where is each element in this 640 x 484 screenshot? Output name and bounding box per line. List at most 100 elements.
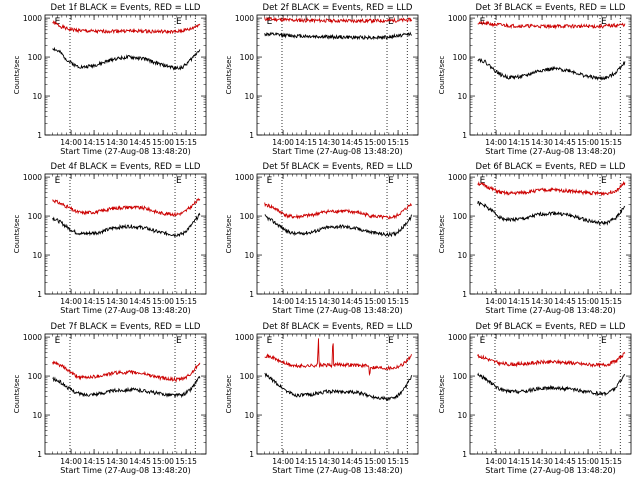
x-tick-label: 14:15	[508, 457, 530, 466]
event-rate-trace	[52, 375, 201, 399]
x-tick-label: 14:00	[272, 297, 294, 306]
lld-rate-trace	[477, 351, 626, 368]
y-tick-label: 10	[457, 411, 467, 420]
event-marker-label: E	[176, 336, 182, 346]
x-tick-label: 14:30	[318, 457, 340, 466]
event-marker-label: E	[176, 17, 182, 27]
plot-frame	[469, 173, 632, 295]
x-axis-label: Start Time (27-Aug-08 13:48:20)	[60, 466, 191, 475]
lld-rate-trace	[264, 16, 413, 24]
y-tick-label: 10	[244, 251, 254, 260]
x-tick-label: 14:45	[341, 297, 363, 306]
plot-frame	[256, 173, 419, 295]
x-axis-label: Start Time (27-Aug-08 13:48:20)	[485, 306, 616, 315]
y-tick-label: 1	[37, 131, 42, 140]
x-tick-label: 15:15	[387, 138, 409, 147]
x-tick-label: 14:15	[295, 138, 317, 147]
y-tick-label: 1000	[23, 173, 42, 182]
event-rate-trace	[52, 212, 201, 238]
panel-title: Det 8f BLACK = Events, RED = LLD	[263, 322, 413, 332]
panel-title: Det 7f BLACK = Events, RED = LLD	[51, 322, 201, 332]
y-tick-label: 100	[240, 372, 255, 381]
event-marker-label: E	[388, 176, 394, 186]
x-tick-label: 14:45	[129, 297, 151, 306]
x-tick-label: 14:00	[485, 138, 507, 147]
event-marker-label: E	[388, 17, 394, 27]
event-marker-label: E	[176, 176, 182, 186]
plot-frame	[44, 173, 207, 295]
panel-det-3: Det 3f BLACK = Events, RED = LLD 1 10 100 10…	[438, 3, 632, 156]
y-tick-label: 100	[240, 53, 255, 62]
x-tick-label: 14:30	[106, 457, 128, 466]
x-tick-label: 15:00	[364, 457, 386, 466]
x-tick-label: 15:15	[600, 138, 622, 147]
x-tick-label: 15:15	[600, 457, 622, 466]
y-tick-label: 10	[32, 251, 42, 260]
panel-det-9: Det 9f BLACK = Events, RED = LLD 1 10 100 10…	[438, 322, 632, 475]
x-tick-label: 14:30	[531, 138, 553, 147]
y-axis-label: Counts/sec	[225, 56, 233, 95]
panel-det-8: Det 8f BLACK = Events, RED = LLD 1 10 100 10…	[225, 322, 419, 475]
y-tick-label: 1	[462, 450, 467, 459]
x-tick-label: 15:00	[577, 138, 599, 147]
x-tick-label: 14:30	[106, 297, 128, 306]
x-tick-label: 14:00	[60, 297, 82, 306]
event-marker-label: E	[480, 17, 486, 27]
x-tick-label: 14:45	[554, 457, 576, 466]
y-axis-label: Counts/sec	[13, 56, 21, 95]
event-rate-trace	[52, 46, 201, 71]
x-tick-label: 14:00	[485, 297, 507, 306]
x-tick-label: 14:00	[485, 457, 507, 466]
panel-title: Det 3f BLACK = Events, RED = LLD	[476, 3, 626, 13]
x-tick-label: 15:00	[152, 138, 174, 147]
panel-det-6: Det 6f BLACK = Events, RED = LLD 1 10 100 10…	[438, 162, 632, 315]
panel-det-4: Det 4f BLACK = Events, RED = LLD 1 10 100 10…	[13, 162, 207, 315]
x-tick-label: 14:15	[83, 457, 105, 466]
y-axis-label: Counts/sec	[225, 375, 233, 414]
x-axis-label: Start Time (27-Aug-08 13:48:20)	[60, 147, 191, 156]
x-tick-label: 14:15	[83, 297, 105, 306]
y-tick-label: 1000	[448, 14, 467, 23]
event-marker-label: E	[267, 336, 273, 346]
x-tick-label: 15:00	[364, 297, 386, 306]
x-tick-label: 14:45	[554, 297, 576, 306]
event-marker-label: E	[55, 17, 61, 27]
plot-frame	[44, 333, 207, 455]
x-tick-label: 14:00	[60, 457, 82, 466]
event-rate-trace	[477, 200, 626, 226]
x-tick-label: 15:00	[577, 457, 599, 466]
y-axis-label: Counts/sec	[438, 56, 446, 95]
x-tick-label: 14:15	[508, 297, 530, 306]
x-tick-label: 14:00	[272, 457, 294, 466]
lld-rate-trace	[264, 338, 413, 377]
event-rate-trace	[477, 372, 626, 397]
x-axis-label: Start Time (27-Aug-08 13:48:20)	[272, 147, 403, 156]
y-tick-label: 10	[457, 92, 467, 101]
x-tick-label: 14:15	[83, 138, 105, 147]
x-tick-label: 15:00	[577, 297, 599, 306]
x-tick-label: 14:15	[295, 297, 317, 306]
panel-det-1: Det 1f BLACK = Events, RED = LLD 1 10 100 10…	[13, 3, 207, 156]
y-tick-label: 1000	[448, 173, 467, 182]
panel-title: Det 2f BLACK = Events, RED = LLD	[263, 3, 413, 13]
event-marker-label: E	[601, 17, 607, 27]
y-tick-label: 100	[240, 212, 255, 221]
y-tick-label: 1000	[23, 14, 42, 23]
lld-rate-trace	[52, 20, 201, 35]
y-axis-label: Counts/sec	[13, 215, 21, 254]
event-rate-trace	[264, 214, 413, 238]
panel-title: Det 9f BLACK = Events, RED = LLD	[476, 322, 626, 332]
event-marker-label: E	[267, 176, 273, 186]
panel-title: Det 1f BLACK = Events, RED = LLD	[51, 3, 201, 13]
x-tick-label: 14:00	[60, 138, 82, 147]
panel-title: Det 5f BLACK = Events, RED = LLD	[263, 162, 413, 172]
y-tick-label: 1	[37, 290, 42, 299]
y-tick-label: 10	[32, 411, 42, 420]
x-tick-label: 15:00	[152, 297, 174, 306]
y-tick-label: 100	[453, 212, 468, 221]
x-tick-label: 14:45	[554, 138, 576, 147]
y-tick-label: 1000	[235, 14, 254, 23]
x-tick-label: 14:45	[341, 457, 363, 466]
y-axis-label: Counts/sec	[438, 375, 446, 414]
